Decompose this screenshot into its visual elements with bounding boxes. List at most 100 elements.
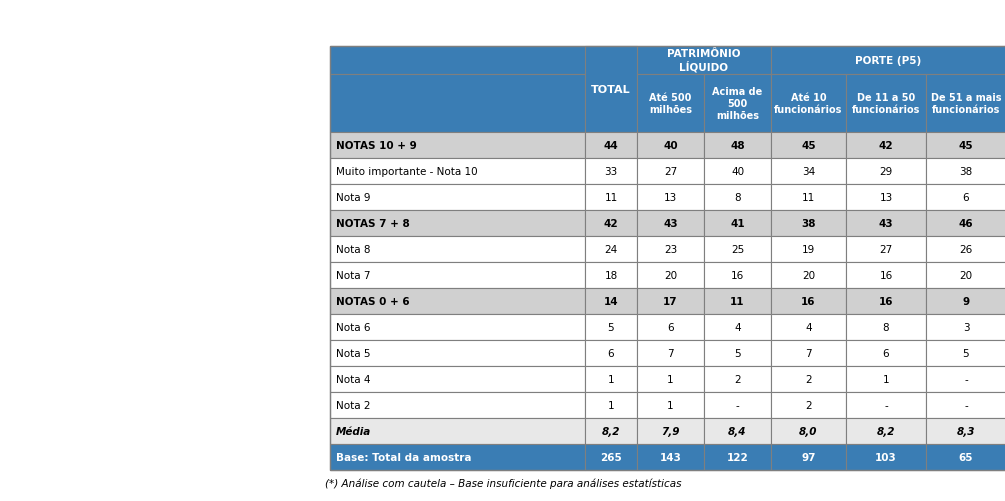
Text: 23: 23: [664, 244, 677, 255]
Bar: [846, 263, 926, 289]
Text: 1: 1: [667, 374, 673, 384]
Text: 11: 11: [731, 297, 745, 307]
Text: 13: 13: [664, 192, 677, 202]
Text: 41: 41: [731, 218, 745, 228]
Text: Nota 5: Nota 5: [336, 348, 371, 358]
Bar: [846, 340, 926, 366]
Bar: [585, 366, 637, 392]
Text: 13: 13: [879, 192, 892, 202]
Bar: [926, 340, 1005, 366]
Text: PORTE (P5): PORTE (P5): [855, 56, 922, 66]
Text: 7: 7: [667, 348, 673, 358]
Text: 1: 1: [608, 400, 614, 410]
Bar: [771, 340, 846, 366]
Bar: [926, 366, 1005, 392]
Text: 8,4: 8,4: [729, 426, 747, 436]
Text: 42: 42: [878, 141, 893, 151]
Bar: [846, 314, 926, 340]
Text: 17: 17: [663, 297, 677, 307]
Bar: [771, 444, 846, 470]
Bar: [637, 47, 771, 75]
Text: 45: 45: [959, 141, 973, 151]
Text: 46: 46: [959, 218, 973, 228]
Text: 42: 42: [604, 218, 618, 228]
Text: -: -: [964, 374, 968, 384]
Bar: [637, 289, 703, 314]
Bar: [330, 340, 585, 366]
Bar: [926, 75, 1005, 133]
Bar: [704, 185, 771, 210]
Bar: [585, 418, 637, 444]
Bar: [846, 159, 926, 185]
Text: 6: 6: [608, 348, 614, 358]
Bar: [330, 75, 585, 133]
Text: 16: 16: [879, 271, 892, 281]
Text: Muito importante - Nota 10: Muito importante - Nota 10: [336, 167, 477, 177]
Bar: [330, 314, 585, 340]
Text: 34: 34: [802, 167, 815, 177]
Text: 11: 11: [604, 192, 618, 202]
Text: 43: 43: [663, 218, 677, 228]
Bar: [330, 289, 585, 314]
Text: De 51 a mais
funcionários: De 51 a mais funcionários: [931, 93, 1001, 115]
Bar: [704, 133, 771, 159]
Text: 20: 20: [802, 271, 815, 281]
Text: Nota 9: Nota 9: [336, 192, 371, 202]
Text: 2: 2: [805, 400, 812, 410]
Text: 6: 6: [882, 348, 889, 358]
Bar: [771, 263, 846, 289]
Bar: [704, 340, 771, 366]
Text: 14: 14: [604, 297, 618, 307]
Text: 8: 8: [882, 322, 889, 332]
Text: Até 500
milhões: Até 500 milhões: [649, 93, 692, 115]
Bar: [585, 289, 637, 314]
Bar: [637, 392, 703, 418]
Bar: [585, 185, 637, 210]
Text: 40: 40: [663, 141, 677, 151]
Text: 20: 20: [664, 271, 677, 281]
Text: 8: 8: [735, 192, 741, 202]
Text: 24: 24: [604, 244, 618, 255]
Text: 27: 27: [664, 167, 677, 177]
Bar: [771, 185, 846, 210]
Bar: [330, 47, 1005, 470]
Text: -: -: [736, 400, 740, 410]
Bar: [330, 133, 585, 159]
Bar: [585, 314, 637, 340]
Bar: [330, 263, 585, 289]
Bar: [585, 392, 637, 418]
Bar: [846, 418, 926, 444]
Bar: [330, 236, 585, 263]
Text: 45: 45: [801, 141, 816, 151]
Text: 6: 6: [667, 322, 673, 332]
Text: 44: 44: [604, 141, 618, 151]
Text: Até 10
funcionários: Até 10 funcionários: [774, 93, 842, 115]
Text: 7: 7: [805, 348, 812, 358]
Bar: [704, 289, 771, 314]
Bar: [637, 444, 703, 470]
Bar: [926, 314, 1005, 340]
Text: 143: 143: [659, 452, 681, 462]
Text: Acima de
500
milhões: Acima de 500 milhões: [713, 87, 763, 120]
Bar: [637, 133, 703, 159]
Text: 40: 40: [731, 167, 744, 177]
Text: Média: Média: [336, 426, 371, 436]
Text: 8,2: 8,2: [602, 426, 620, 436]
Text: 3: 3: [963, 322, 969, 332]
Bar: [926, 444, 1005, 470]
Bar: [926, 392, 1005, 418]
Text: NOTAS 10 + 9: NOTAS 10 + 9: [336, 141, 417, 151]
Text: 5: 5: [608, 322, 614, 332]
Text: 7,9: 7,9: [661, 426, 679, 436]
Text: 25: 25: [731, 244, 744, 255]
Bar: [704, 263, 771, 289]
Text: 2: 2: [805, 374, 812, 384]
Bar: [926, 418, 1005, 444]
Bar: [771, 159, 846, 185]
Bar: [771, 210, 846, 236]
Bar: [926, 185, 1005, 210]
Bar: [771, 47, 1005, 75]
Bar: [330, 392, 585, 418]
Bar: [704, 75, 771, 133]
Text: 8,3: 8,3: [957, 426, 975, 436]
